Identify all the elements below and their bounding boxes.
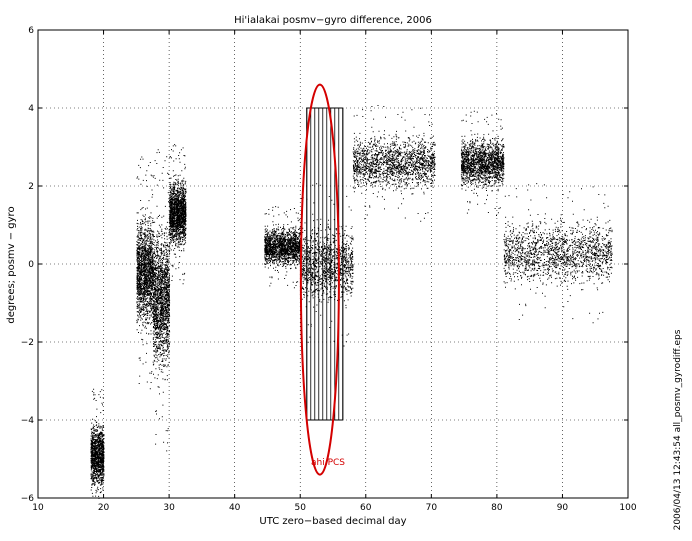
x-axis-label: UTC zero−based decimal day <box>259 516 406 527</box>
scatter-cluster <box>90 388 105 499</box>
x-tick-label: 10 <box>32 503 44 513</box>
x-tick-label: 90 <box>557 503 569 513</box>
y-tick-label: −6 <box>21 494 35 504</box>
side-label: 2006/04/13 12:43:54 all_posmv_gyrodiff.e… <box>673 329 683 530</box>
hatched-region <box>306 107 344 421</box>
scatter-cluster <box>152 149 171 452</box>
x-tick-label: 30 <box>163 503 175 513</box>
annotation-ellipse-group <box>299 83 340 476</box>
y-tick-label: 4 <box>28 104 34 114</box>
scatter-cluster <box>264 206 302 289</box>
y-tick-label: −2 <box>21 338 34 348</box>
y-axis-ticks: 6 4 2 0 −2 −4 −6 <box>21 26 628 504</box>
x-tick-label: 50 <box>294 503 306 513</box>
scatter-cluster <box>503 183 613 324</box>
x-tick-label: 20 <box>98 503 110 513</box>
x-axis-ticks: 10 20 30 40 50 60 70 80 90 100 <box>32 30 637 513</box>
x-tick-label: 80 <box>491 503 503 513</box>
annotation-ellipse <box>299 83 340 476</box>
y-tick-label: 0 <box>28 260 34 270</box>
scatter-cluster <box>352 105 436 222</box>
scatter-cluster <box>136 156 154 390</box>
scatter-cluster <box>460 110 505 216</box>
x-tick-label: 70 <box>426 503 438 513</box>
y-tick-label: 6 <box>28 26 34 36</box>
x-tick-label: 60 <box>360 503 372 513</box>
y-axis-label: degrees; posmv − gyro <box>6 206 17 323</box>
x-tick-label: 40 <box>229 503 241 513</box>
annotation-label: ahi PCS <box>311 458 345 468</box>
x-tick-label: 100 <box>619 503 636 513</box>
scatter-cluster <box>169 144 187 285</box>
chart-title: Hi'ialakai posmv−gyro difference, 2006 <box>234 15 432 26</box>
y-tick-label: −4 <box>21 416 35 426</box>
y-tick-label: 2 <box>28 182 34 192</box>
